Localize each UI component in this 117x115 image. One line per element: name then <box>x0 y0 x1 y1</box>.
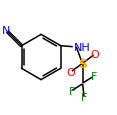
Text: N: N <box>2 26 10 36</box>
Text: F: F <box>91 71 97 81</box>
Text: S: S <box>78 57 87 70</box>
Text: F: F <box>81 92 87 102</box>
Text: O: O <box>90 50 99 60</box>
Text: O: O <box>67 67 75 77</box>
Text: NH: NH <box>74 42 91 52</box>
Text: F: F <box>69 86 75 96</box>
